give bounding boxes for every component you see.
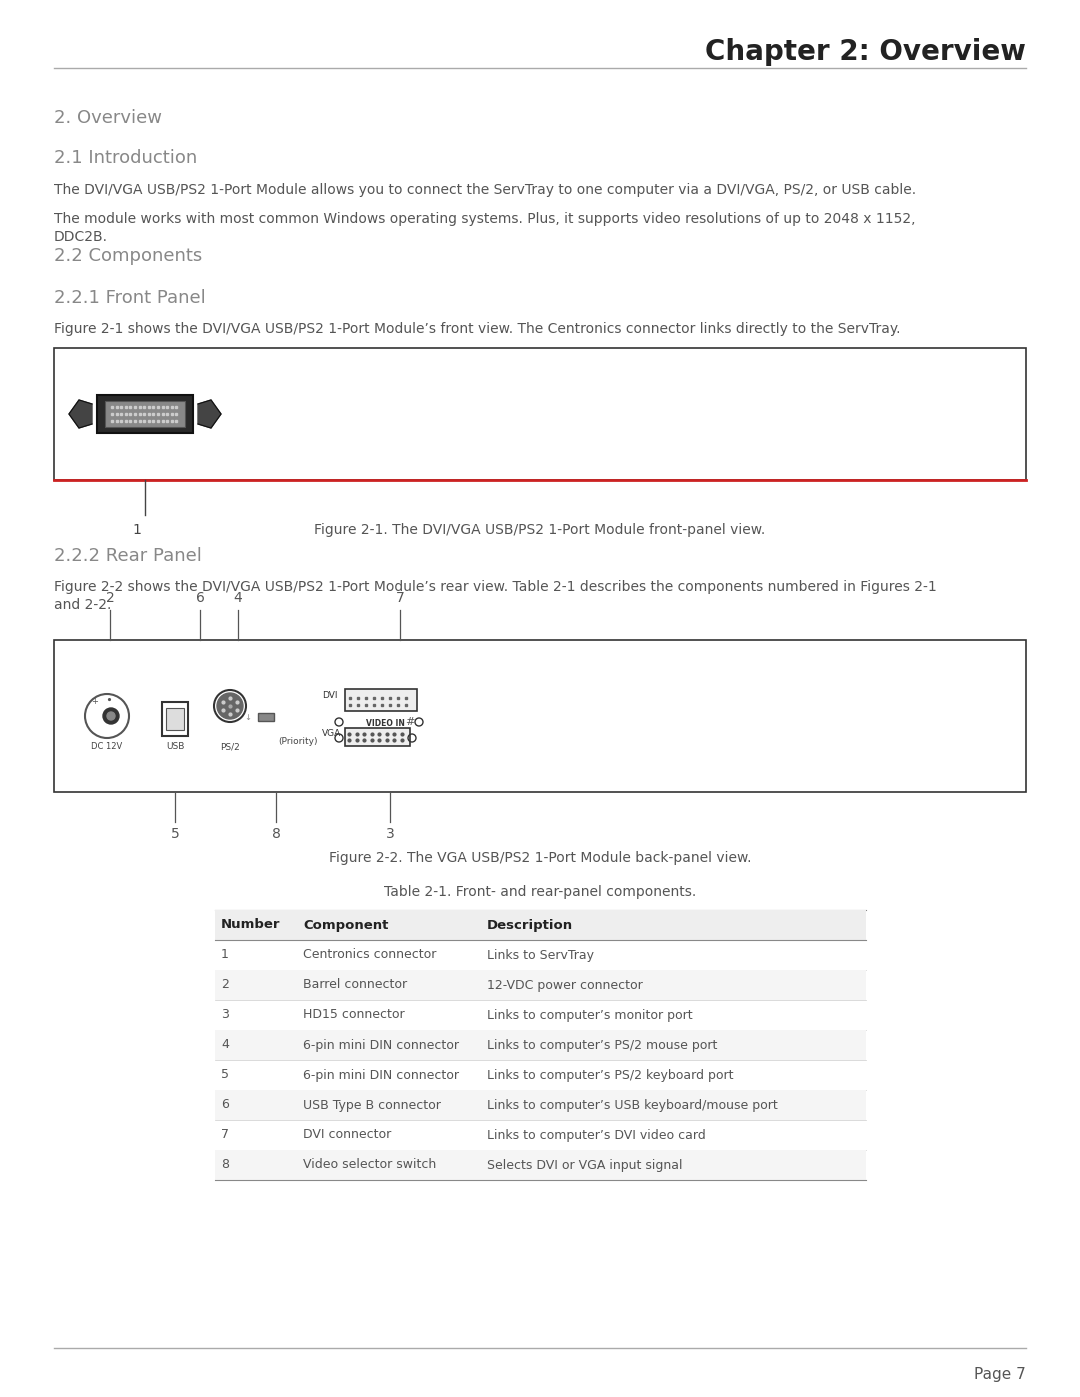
Text: Figure 2-2. The VGA USB/PS2 1-Port Module back-panel view.: Figure 2-2. The VGA USB/PS2 1-Port Modul… xyxy=(328,851,752,865)
Text: DC 12V: DC 12V xyxy=(92,742,123,752)
Text: 6: 6 xyxy=(195,591,204,605)
Text: ↓: ↓ xyxy=(244,714,252,722)
Text: Video selector switch: Video selector switch xyxy=(303,1158,436,1172)
Text: 8: 8 xyxy=(221,1158,229,1172)
Circle shape xyxy=(107,712,114,719)
Text: #: # xyxy=(405,717,415,726)
Text: 7: 7 xyxy=(395,591,404,605)
Text: Selects DVI or VGA input signal: Selects DVI or VGA input signal xyxy=(487,1158,683,1172)
Text: Figure 2-2 shows the DVI/VGA USB/PS2 1-Port Module’s rear view. Table 2-1 descri: Figure 2-2 shows the DVI/VGA USB/PS2 1-P… xyxy=(54,580,936,594)
Text: 7: 7 xyxy=(221,1129,229,1141)
Bar xyxy=(97,395,193,433)
Text: (Priority): (Priority) xyxy=(279,738,318,746)
Text: DDC2B.: DDC2B. xyxy=(54,231,108,244)
Text: Page 7: Page 7 xyxy=(974,1368,1026,1383)
Bar xyxy=(215,1150,866,1180)
Bar xyxy=(54,348,1026,481)
Polygon shape xyxy=(69,400,92,427)
Text: Chapter 2: Overview: Chapter 2: Overview xyxy=(705,38,1026,66)
Text: 2: 2 xyxy=(221,978,229,992)
Bar xyxy=(215,1030,866,1060)
Text: Table 2-1. Front- and rear-panel components.: Table 2-1. Front- and rear-panel compone… xyxy=(383,886,697,900)
Text: The module works with most common Windows operating systems. Plus, it supports v: The module works with most common Window… xyxy=(54,212,916,226)
Text: DVI connector: DVI connector xyxy=(303,1129,391,1141)
Text: +: + xyxy=(92,697,98,707)
Text: and 2-2.: and 2-2. xyxy=(54,598,111,612)
Bar xyxy=(54,640,1026,792)
Text: PS/2: PS/2 xyxy=(220,742,240,752)
Text: 6-pin mini DIN connector: 6-pin mini DIN connector xyxy=(303,1069,459,1081)
Text: Centronics connector: Centronics connector xyxy=(303,949,436,961)
Text: 1: 1 xyxy=(133,522,141,536)
Text: 3: 3 xyxy=(386,827,394,841)
Text: 6: 6 xyxy=(221,1098,229,1112)
Text: 2. Overview: 2. Overview xyxy=(54,109,162,127)
Text: 1: 1 xyxy=(221,949,229,961)
Text: DVI: DVI xyxy=(322,692,337,700)
Text: USB Type B connector: USB Type B connector xyxy=(303,1098,441,1112)
Text: 2.2 Components: 2.2 Components xyxy=(54,247,202,265)
Text: 5: 5 xyxy=(221,1069,229,1081)
Text: 4: 4 xyxy=(221,1038,229,1052)
Bar xyxy=(345,689,417,711)
Text: 6-pin mini DIN connector: 6-pin mini DIN connector xyxy=(303,1038,459,1052)
Text: HD15 connector: HD15 connector xyxy=(303,1009,405,1021)
Text: The DVI/VGA USB/PS2 1-Port Module allows you to connect the ServTray to one comp: The DVI/VGA USB/PS2 1-Port Module allows… xyxy=(54,183,916,197)
Text: Component: Component xyxy=(303,918,389,932)
Text: 2.1 Introduction: 2.1 Introduction xyxy=(54,149,198,168)
Text: Links to computer’s monitor port: Links to computer’s monitor port xyxy=(487,1009,692,1021)
Text: 3: 3 xyxy=(221,1009,229,1021)
Bar xyxy=(105,401,185,427)
Text: Links to computer’s PS/2 keyboard port: Links to computer’s PS/2 keyboard port xyxy=(487,1069,733,1081)
Polygon shape xyxy=(198,400,221,427)
Text: Links to computer’s DVI video card: Links to computer’s DVI video card xyxy=(487,1129,705,1141)
Text: Links to computer’s USB keyboard/mouse port: Links to computer’s USB keyboard/mouse p… xyxy=(487,1098,778,1112)
Circle shape xyxy=(103,708,119,724)
Text: USB: USB xyxy=(166,742,185,752)
Text: 12-VDC power connector: 12-VDC power connector xyxy=(487,978,643,992)
Text: Figure 2-1 shows the DVI/VGA USB/PS2 1-Port Module’s front view. The Centronics : Figure 2-1 shows the DVI/VGA USB/PS2 1-P… xyxy=(54,321,901,337)
Text: VGA: VGA xyxy=(322,729,341,739)
Bar xyxy=(166,708,184,731)
Circle shape xyxy=(217,693,243,719)
Text: 4: 4 xyxy=(233,591,242,605)
Text: Barrel connector: Barrel connector xyxy=(303,978,407,992)
Text: 8: 8 xyxy=(271,827,281,841)
Text: 2: 2 xyxy=(106,591,114,605)
Text: Links to ServTray: Links to ServTray xyxy=(487,949,594,961)
Text: 2.2.1 Front Panel: 2.2.1 Front Panel xyxy=(54,289,206,307)
Bar xyxy=(215,970,866,1000)
Text: 2.2.2 Rear Panel: 2.2.2 Rear Panel xyxy=(54,548,202,564)
Bar xyxy=(258,712,274,721)
Text: ∙: ∙ xyxy=(106,694,112,705)
Bar xyxy=(162,703,188,736)
Text: VIDEO IN: VIDEO IN xyxy=(365,719,404,728)
Text: Number: Number xyxy=(221,918,281,932)
Bar xyxy=(215,1090,866,1120)
Text: Description: Description xyxy=(487,918,573,932)
Text: Links to computer’s PS/2 mouse port: Links to computer’s PS/2 mouse port xyxy=(487,1038,717,1052)
Bar xyxy=(345,728,410,746)
Text: Figure 2-1. The DVI/VGA USB/PS2 1-Port Module front-panel view.: Figure 2-1. The DVI/VGA USB/PS2 1-Port M… xyxy=(314,522,766,536)
Bar xyxy=(215,909,866,940)
Text: 5: 5 xyxy=(171,827,179,841)
